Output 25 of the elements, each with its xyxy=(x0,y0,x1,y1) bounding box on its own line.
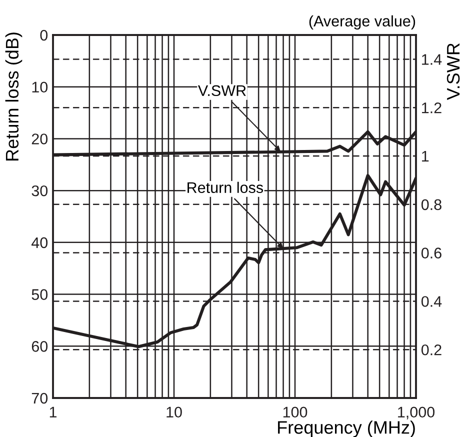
annotation: Return loss xyxy=(188,182,264,194)
x-tick-label: 1 xyxy=(50,406,57,418)
x-tick-label: 100 xyxy=(283,406,308,418)
y2-tick-label: 0.4 xyxy=(421,296,442,307)
x-tick-label: 10 xyxy=(166,406,182,418)
y-tick-label: 20 xyxy=(32,134,48,144)
y2-axis-title: V.SWR xyxy=(446,43,460,100)
y-tick-label: 30 xyxy=(32,185,48,196)
text: (Average value) xyxy=(309,15,416,30)
y-tick-label: 60 xyxy=(32,341,48,352)
y-tick-label: 40 xyxy=(32,237,48,248)
y-tick-label: 70 xyxy=(32,392,48,404)
y2-tick-label: 0.8 xyxy=(421,199,442,210)
y-tick-label: 0 xyxy=(40,30,48,41)
y2-tick-label: 1 xyxy=(422,151,429,162)
y2-tick-label: 1.4 xyxy=(422,54,442,65)
y2-tick-label: 0.2 xyxy=(421,344,442,356)
x-axis-title: Frequency (MHz) xyxy=(278,420,415,437)
y2-tick-label: 1.2 xyxy=(422,102,442,114)
x-tick-label: 1,000 xyxy=(398,406,435,420)
y2-tick-label: 0.6 xyxy=(421,248,442,258)
y-axis-title: Return loss (dB) xyxy=(5,32,22,160)
annotation: V.SWR xyxy=(198,85,246,96)
y-tick-label: 50 xyxy=(32,289,48,300)
y-tick-label: 10 xyxy=(32,82,48,93)
